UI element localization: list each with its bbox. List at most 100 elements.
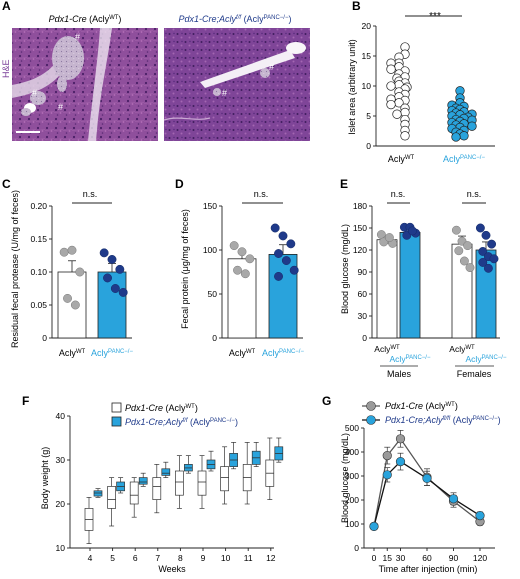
islet-marker: # [222, 88, 227, 98]
islet-marker: # [32, 88, 37, 98]
ko-box [138, 477, 148, 485]
significance-label: n.s. [254, 189, 269, 199]
ko-data-point [107, 255, 117, 264]
islet-large [52, 36, 84, 80]
ko-data-point [395, 457, 406, 467]
y-axis-label: Body weight (g) [40, 447, 50, 510]
wt-bar [376, 239, 398, 339]
wt-data-point [59, 247, 69, 257]
y-tick-label: 60 [358, 289, 368, 299]
ko-bar [97, 271, 127, 339]
wt-data-point [245, 254, 255, 264]
y-tick-label: 0 [42, 333, 47, 343]
ko-data-point [99, 248, 109, 258]
ko-data-point [481, 230, 491, 240]
wt-box [175, 470, 184, 496]
wt-bar [227, 258, 257, 339]
y-tick-label: 150 [203, 201, 217, 211]
wt-data-point [459, 256, 469, 266]
x-tick-label: 30 [396, 553, 406, 563]
panel-letter-g: G [322, 394, 331, 408]
legend-item-ko [362, 415, 380, 425]
wt-data-point [70, 300, 80, 310]
wt-data-point [465, 263, 475, 273]
islet-marker: # [75, 32, 80, 42]
panel-a-left-title: Pdx1-Cre (AclyWT) [49, 14, 122, 24]
y-tick-label: 120 [353, 245, 367, 255]
y-axis-label: Blood glucose (mg/dL) [340, 433, 350, 523]
group-label: AclyPANC−/− [390, 354, 431, 364]
ko-data-point [274, 249, 283, 258]
panel-letter-a: A [2, 0, 11, 13]
x-tick-label: 9 [201, 553, 206, 563]
y-tick-label: 180 [353, 201, 367, 211]
y-tick-label: 15 [362, 51, 372, 61]
wt-box [107, 486, 116, 509]
wt-data-point [386, 64, 396, 74]
ko-data-point [274, 271, 283, 281]
y-tick-label: 500 [345, 423, 359, 433]
ko-data-point [451, 132, 461, 142]
fecal-protein-plot: 0 50 100 150 [203, 201, 303, 343]
y-tick-label: 90 [358, 267, 368, 277]
y-axis-label: Blood glucose (mg/dL) [340, 224, 350, 314]
wt-data-point [237, 247, 247, 257]
wt-data-point [386, 81, 396, 91]
ko-data-point [115, 264, 125, 274]
y-tick-label: 0.15 [30, 234, 47, 244]
panel-letter-d: D [175, 177, 184, 191]
y-tick-label: 20 [56, 499, 66, 509]
wt-data-point [384, 233, 394, 242]
glucose-tolerance-line-plot: 0 100 200 300 400 500 0 15 30 60 90 120 [345, 423, 495, 563]
ko-data-point [475, 510, 485, 521]
ko-bar [399, 231, 421, 339]
group-label: AclyWT [374, 344, 400, 354]
ko-data-point [281, 256, 291, 266]
fecal-protease-plot: 0 0.05 0.10 0.15 0.20 [30, 201, 132, 343]
panel-a-right-title: Pdx1-Cre;Aclyf/f (AclyPANC−/−) [179, 14, 292, 24]
ko-data-point [407, 226, 417, 236]
x-tick-label: 90 [449, 553, 459, 563]
ko-data-point [483, 263, 493, 273]
y-tick-label: 0 [366, 141, 371, 151]
y-tick-label: 100 [345, 519, 359, 529]
wt-box [220, 466, 229, 492]
y-tick-label: 0 [354, 543, 359, 553]
sex-label: Females [457, 369, 492, 379]
wt-data-point [386, 99, 396, 110]
y-tick-label: 0 [212, 333, 217, 343]
ko-data-point [289, 265, 299, 275]
ko-box [161, 468, 171, 476]
legend-swatch-ko [111, 416, 122, 427]
group-label: AclyWT [229, 348, 256, 358]
ko-data-point [489, 254, 499, 264]
wt-data-point [454, 246, 464, 256]
ko-box [93, 490, 103, 497]
wt-data-point [463, 241, 473, 251]
x-tick-label: 4 [88, 553, 93, 563]
wt-data-point [233, 265, 242, 275]
wt-data-point [67, 245, 77, 255]
ko-data-point [278, 231, 288, 241]
ko-data-point [459, 131, 469, 141]
y-tick-label: 0.05 [30, 300, 47, 310]
wt-data-point [451, 225, 461, 235]
x-tick-label: 0 [372, 553, 377, 563]
x-axis-label: Time after injection (min) [379, 564, 478, 574]
legend-item-wt [362, 401, 380, 411]
group-label: AclyWT [59, 348, 86, 358]
group-label: AclyPANC−/− [466, 354, 507, 364]
x-tick-label: 7 [155, 553, 160, 563]
ko-data-point [478, 258, 488, 267]
x-tick-label: 12 [266, 553, 276, 563]
wt-data-point [400, 131, 410, 141]
wt-box [197, 470, 207, 496]
y-tick-label: 100 [203, 245, 217, 255]
ko-data-point [382, 470, 392, 480]
y-axis-label: Islet area (arbitrary unit) [347, 39, 357, 135]
y-tick-label: 300 [345, 471, 359, 481]
micrograph-ko [163, 28, 310, 141]
y-tick-label: 0.20 [30, 201, 47, 211]
y-tick-label: 30 [56, 455, 66, 465]
